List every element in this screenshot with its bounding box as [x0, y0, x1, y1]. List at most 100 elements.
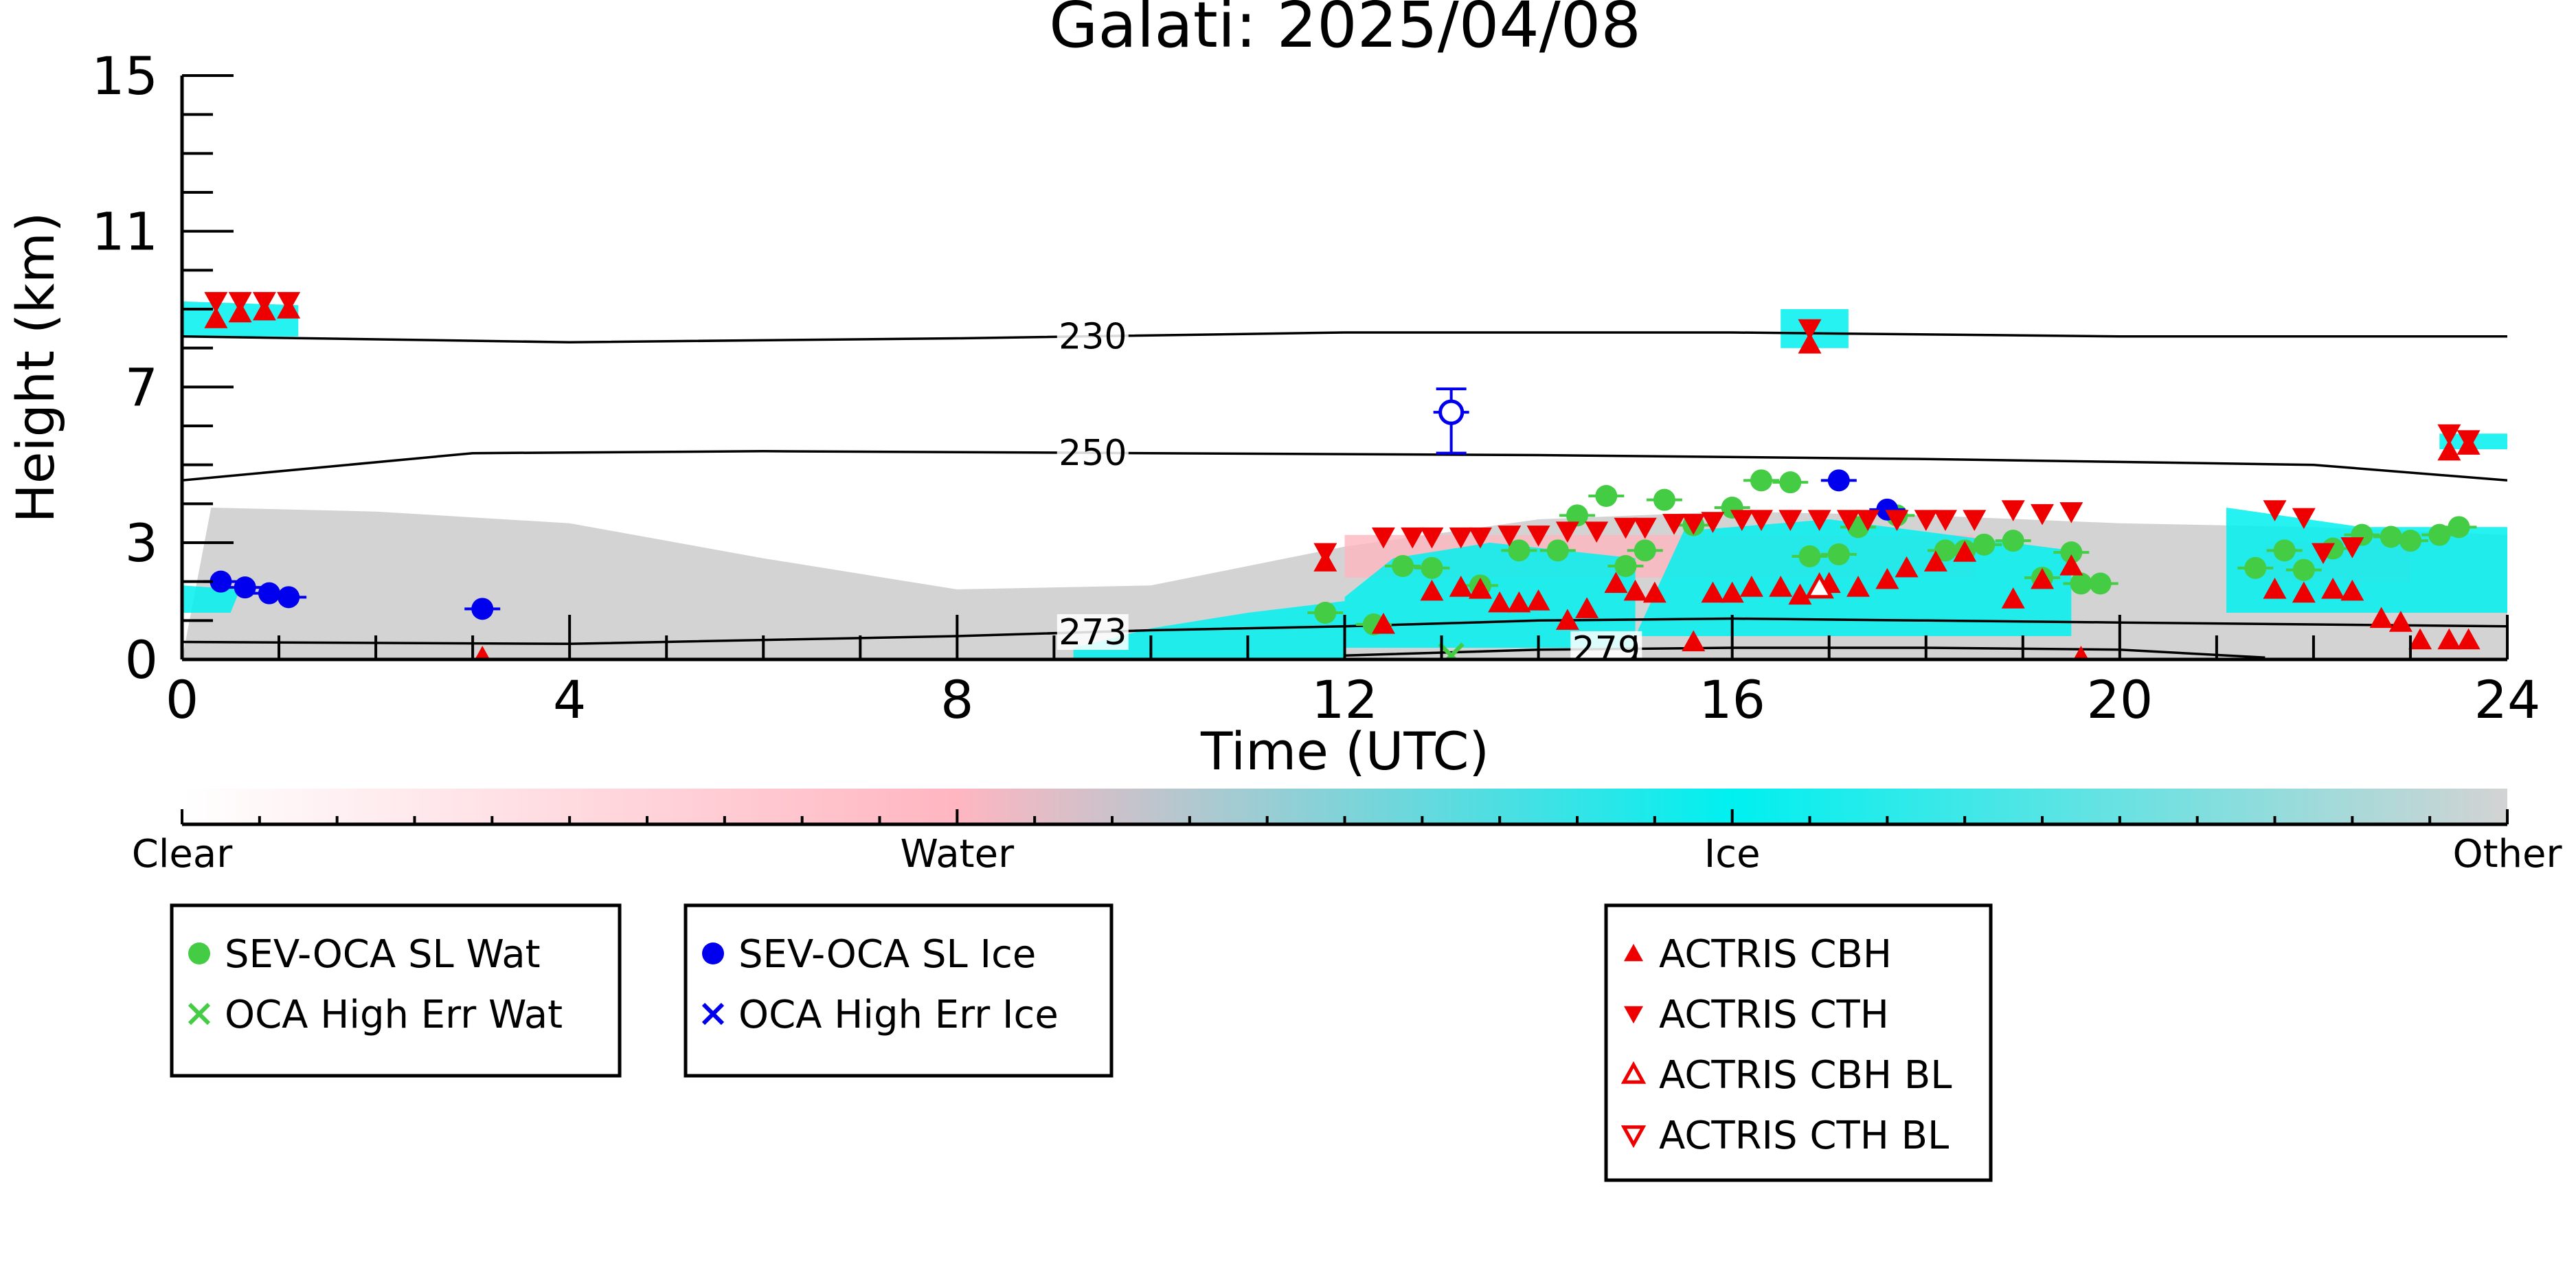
data-point	[2369, 607, 2393, 629]
contour-label-bg	[1057, 435, 1129, 471]
legend-box: SEV-OCA SL Ice OCA High Err Ice	[683, 903, 1114, 1078]
data-point	[1739, 576, 1763, 597]
data-point	[228, 292, 252, 313]
data-point	[2399, 530, 2421, 552]
data-point	[1914, 510, 1938, 531]
data-point	[2292, 558, 2315, 581]
data-point	[2437, 439, 2461, 461]
data-point	[1614, 517, 1638, 539]
data-point	[1934, 539, 1956, 562]
x-tick-label: 8	[940, 669, 973, 730]
data-point	[1604, 572, 1628, 594]
data-point	[1401, 527, 1425, 549]
data-point	[210, 570, 232, 593]
legend-label: OCA High Err Wat	[225, 993, 563, 1037]
x-tick-label: 12	[1311, 669, 1378, 730]
chart-title: Galati: 2025/04/08	[1049, 0, 1641, 62]
y-tick-label: 11	[91, 201, 158, 262]
data-point	[1701, 512, 1725, 533]
cloud-markers	[203, 292, 2481, 659]
y-tick-label: 0	[125, 629, 158, 690]
legend-label: SEV-OCA SL Ice	[738, 932, 1036, 977]
contour-label-bg	[1057, 614, 1129, 651]
contour-line	[182, 450, 2507, 482]
y-tick-label: 15	[91, 45, 158, 106]
data-point	[1827, 469, 1850, 492]
legend-marker	[1620, 1125, 1647, 1149]
data-point	[1498, 526, 1522, 547]
data-point	[2273, 539, 2296, 562]
data-point	[1769, 576, 1793, 597]
x-tick-label: 20	[2086, 669, 2153, 730]
data-point	[1953, 541, 1977, 562]
y-tick-label: 7	[125, 357, 158, 418]
x-tick-label: 4	[553, 669, 586, 730]
data-point	[471, 598, 494, 620]
data-point	[1566, 504, 1588, 527]
data-point	[1420, 527, 1444, 549]
data-point	[204, 307, 228, 328]
data-point	[2244, 556, 2267, 579]
data-point	[1392, 555, 1414, 577]
data-point	[1730, 510, 1754, 531]
legend-marker	[188, 1002, 211, 1026]
temperature-contours: 230 250 273 279	[182, 317, 2507, 659]
data-point	[252, 292, 276, 313]
legend-label: ACTRIS CTH BL	[1659, 1114, 1949, 1158]
x-tick-label: 16	[1699, 669, 1765, 730]
data-point	[1846, 576, 1871, 597]
legend-marker	[1624, 1006, 1643, 1024]
data-point	[2001, 587, 2025, 609]
data-point	[1749, 510, 1773, 531]
legend-label: OCA High Err Ice	[738, 993, 1059, 1037]
legend-marker	[702, 942, 724, 964]
data-point	[1314, 602, 1337, 624]
legend-marker	[1624, 944, 1643, 962]
data-point	[2380, 526, 2402, 548]
data-point	[1508, 539, 1530, 562]
data-point	[1634, 539, 1656, 562]
data-point	[1575, 597, 1599, 618]
x-axis-label: Time (UTC)	[1200, 721, 1489, 782]
data-point	[2408, 628, 2432, 650]
legend-frame	[683, 903, 1114, 1078]
data-point	[2321, 578, 2345, 599]
data-point	[1827, 543, 1850, 565]
data-point	[1421, 556, 1443, 579]
data-point	[2388, 611, 2413, 632]
axes: 0 3 7 11 15 0 4 8 12 16 20 24	[91, 45, 2540, 730]
data-point	[277, 292, 301, 313]
data-point	[1633, 517, 1657, 539]
data-point	[2089, 572, 2112, 595]
data-point	[1973, 533, 1996, 556]
data-point	[2002, 530, 2024, 552]
legend-marker	[188, 942, 210, 964]
data-point	[1963, 510, 1987, 531]
data-point	[2437, 424, 2461, 446]
data-point	[1662, 514, 1686, 535]
data-point	[1933, 510, 1957, 531]
legend-marker	[1620, 1061, 1647, 1084]
data-point	[1449, 527, 1473, 549]
x-tick-label: 0	[166, 669, 199, 730]
legend-box: SEV-OCA SL Wat OCA High Err Wat	[170, 903, 622, 1078]
data-point	[2292, 581, 2316, 603]
data-point	[1653, 488, 1675, 511]
ice-region	[182, 585, 240, 613]
data-point	[2437, 628, 2461, 650]
data-point	[2263, 578, 2287, 599]
data-point	[1449, 576, 1473, 597]
data-point	[2448, 516, 2470, 539]
data-point	[1805, 572, 1834, 599]
data-point	[1488, 591, 1512, 613]
data-point	[258, 582, 280, 605]
data-point	[1546, 539, 1569, 562]
data-point	[2059, 554, 2083, 576]
data-point	[1875, 567, 1899, 589]
data-point	[2031, 504, 2054, 526]
colorbar-label: Ice	[1704, 832, 1761, 877]
data-point	[475, 646, 490, 659]
data-point	[1614, 555, 1637, 577]
contour-line	[182, 617, 2507, 646]
